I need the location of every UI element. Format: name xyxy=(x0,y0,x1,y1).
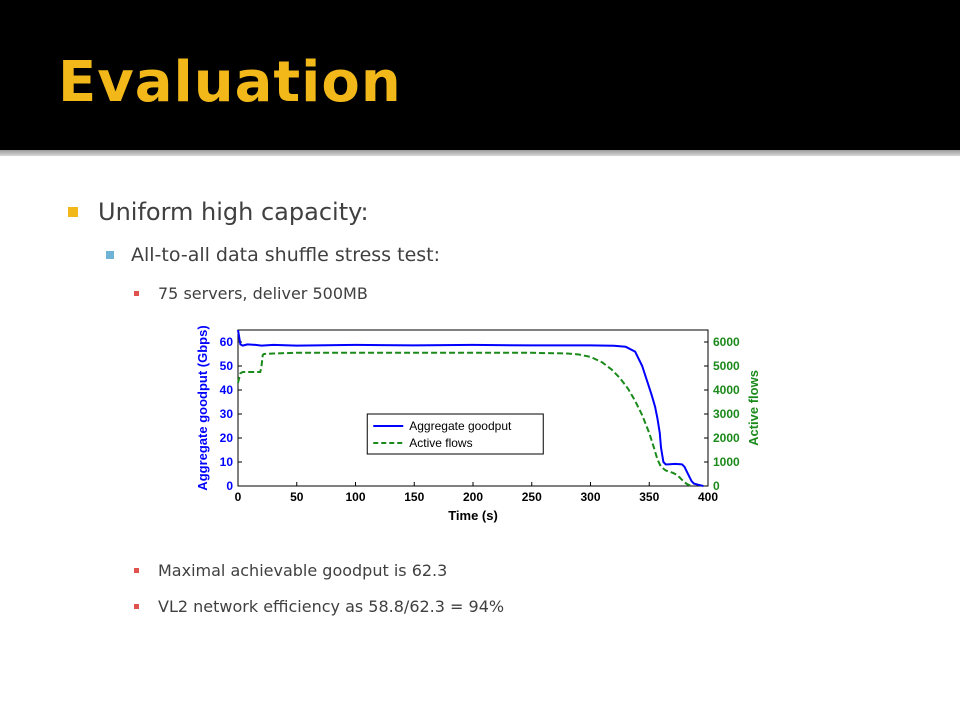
square-bullet-icon xyxy=(68,207,78,217)
y-right-tick-label: 5000 xyxy=(713,359,740,373)
square-bullet-icon xyxy=(106,251,114,259)
goodput-series-line xyxy=(237,329,704,487)
y-left-tick-label: 10 xyxy=(220,455,234,469)
bullet-text: VL2 network efficiency as 58.8/62.3 = 94… xyxy=(158,597,505,616)
y-right-tick-label: 0 xyxy=(713,479,720,493)
y-left-tick-label: 50 xyxy=(220,359,234,373)
x-tick-label: 0 xyxy=(235,490,242,504)
title-divider xyxy=(0,150,960,156)
y-right-tick-label: 4000 xyxy=(713,383,740,397)
y-left-tick-label: 40 xyxy=(220,383,234,397)
bullet-text: Maximal achievable goodput is 62.3 xyxy=(158,561,448,580)
x-tick-label: 200 xyxy=(463,490,483,504)
slide-title: Evaluation xyxy=(58,50,402,115)
legend-label-flows: Active flows xyxy=(409,436,472,450)
x-tick-label: 100 xyxy=(345,490,365,504)
goodput-chart: 0 50 100 150 200 250 300 350 4000102030405060010… xyxy=(195,325,761,523)
x-tick-label: 250 xyxy=(522,490,542,504)
y-left-tick-label: 0 xyxy=(226,479,233,493)
square-bullet-icon xyxy=(134,291,139,296)
y-right-tick-label: 3000 xyxy=(713,407,740,421)
x-tick-label: 350 xyxy=(639,490,659,504)
bullet-text: 75 servers, deliver 500MB xyxy=(158,284,368,303)
active-flows-series-line xyxy=(237,351,692,487)
x-tick-label: 300 xyxy=(580,490,600,504)
bullet-max-goodput: Maximal achievable goodput is 62.3 xyxy=(134,561,447,580)
legend-label-goodput: Aggregate goodput xyxy=(409,419,512,433)
y-left-tick-label: 60 xyxy=(220,335,234,349)
x-tick-label: 400 xyxy=(698,490,718,504)
title-bar xyxy=(0,0,960,150)
chart-legend: Aggregate goodput Active flows xyxy=(366,413,544,455)
y-left-tick-label: 30 xyxy=(220,407,234,421)
bullet-servers: 75 servers, deliver 500MB xyxy=(134,284,368,303)
square-bullet-icon xyxy=(134,568,139,573)
bullet-text: All-to-all data shuffle stress test: xyxy=(131,244,441,266)
y-axis-right-label: Active flows xyxy=(746,370,761,446)
y-right-tick-label: 6000 xyxy=(713,335,740,349)
bullet-text: Uniform high capacity: xyxy=(98,198,369,226)
y-axis-left-label: Aggregate goodput (Gbps) xyxy=(195,325,210,490)
bullet-efficiency: VL2 network efficiency as 58.8/62.3 = 94… xyxy=(134,597,504,616)
bullet-uniform-capacity: Uniform high capacity: xyxy=(68,198,369,226)
bullet-shuffle-test: All-to-all data shuffle stress test: xyxy=(106,244,440,266)
y-right-tick-label: 2000 xyxy=(713,431,740,445)
y-right-tick-label: 1000 xyxy=(713,455,740,469)
x-tick-label: 50 xyxy=(290,490,304,504)
legend-box xyxy=(366,413,544,455)
x-tick-label: 150 xyxy=(404,490,424,504)
y-left-tick-label: 20 xyxy=(220,431,234,445)
square-bullet-icon xyxy=(134,604,139,609)
x-axis-label: Time (s) xyxy=(448,508,498,523)
